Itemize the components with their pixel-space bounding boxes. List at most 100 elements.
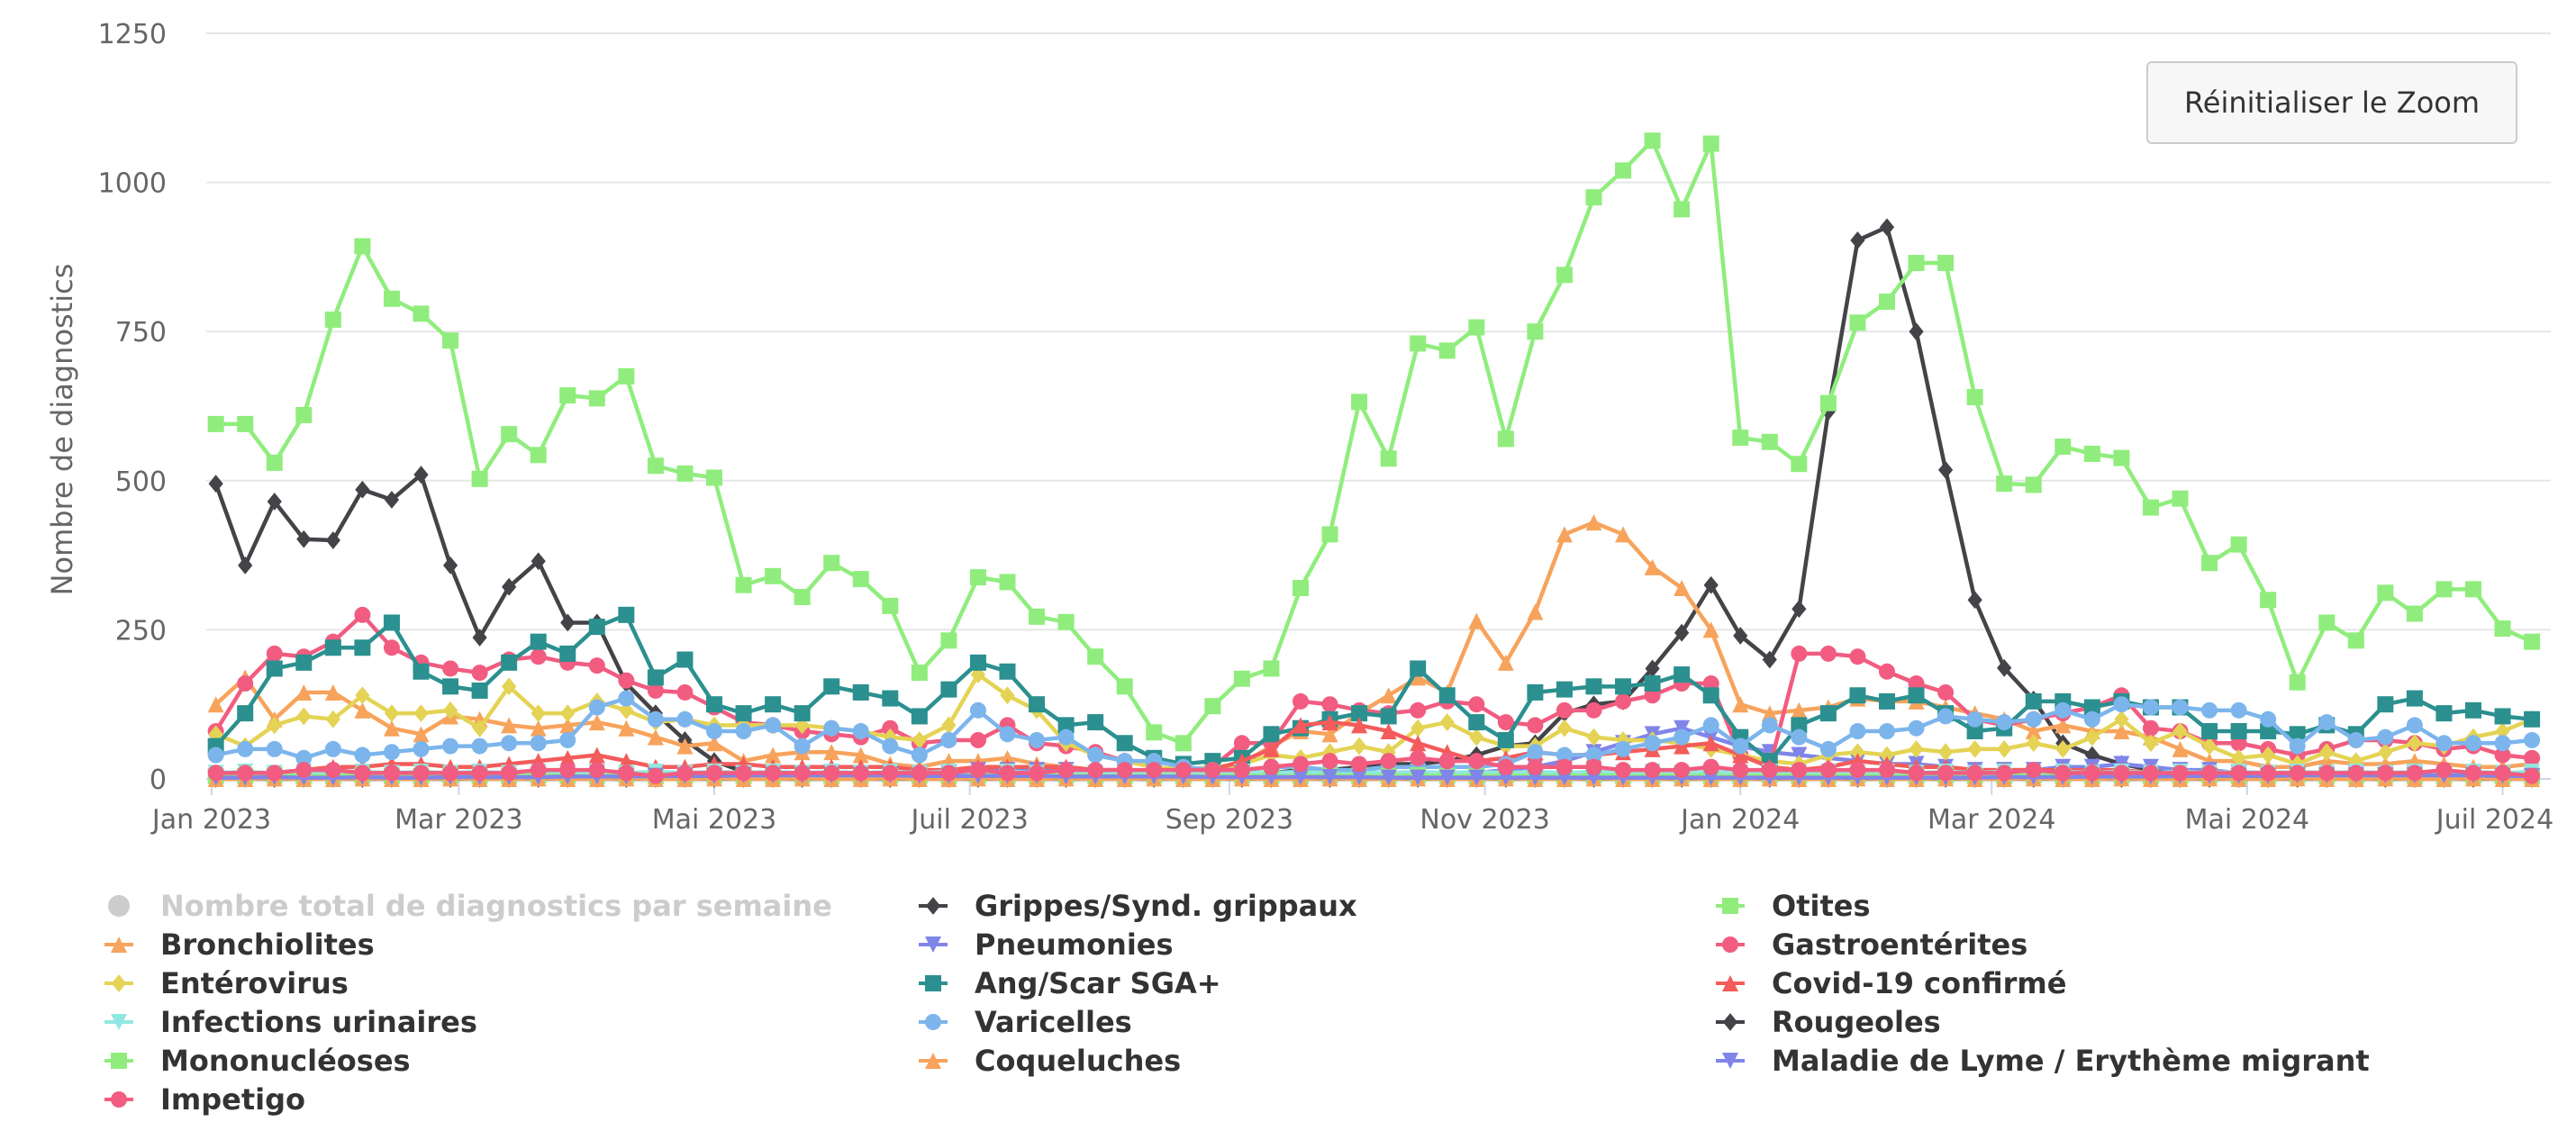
data-point[interactable] bbox=[442, 701, 458, 719]
data-point[interactable] bbox=[2494, 765, 2511, 782]
series-impetigo[interactable] bbox=[207, 749, 2541, 784]
data-point[interactable] bbox=[237, 675, 254, 692]
data-point[interactable] bbox=[296, 707, 312, 726]
data-point[interactable] bbox=[1879, 218, 1895, 237]
data-point[interactable] bbox=[1556, 701, 1573, 719]
data-point[interactable] bbox=[531, 704, 546, 723]
data-point[interactable] bbox=[1761, 433, 1778, 450]
data-point[interactable] bbox=[530, 447, 547, 464]
data-point[interactable] bbox=[383, 765, 400, 782]
data-point[interactable] bbox=[2142, 765, 2159, 782]
data-point[interactable] bbox=[1849, 314, 1866, 331]
data-point[interactable] bbox=[1233, 762, 1250, 779]
data-point[interactable] bbox=[2026, 734, 2041, 753]
data-point[interactable] bbox=[969, 701, 986, 719]
data-point[interactable] bbox=[1644, 558, 1661, 575]
data-point[interactable] bbox=[413, 305, 430, 322]
data-point[interactable] bbox=[2114, 710, 2129, 728]
data-point[interactable] bbox=[2260, 723, 2277, 740]
data-point[interactable] bbox=[2435, 705, 2453, 722]
data-point[interactable] bbox=[1761, 762, 1778, 779]
data-point[interactable] bbox=[647, 728, 664, 746]
data-point[interactable] bbox=[1527, 683, 1544, 701]
data-point[interactable] bbox=[1732, 430, 1749, 447]
data-point[interactable] bbox=[1732, 746, 1749, 764]
data-point[interactable] bbox=[530, 735, 547, 752]
data-point[interactable] bbox=[882, 719, 899, 737]
data-point[interactable] bbox=[1967, 591, 1982, 610]
data-point[interactable] bbox=[1761, 705, 1778, 722]
data-point[interactable] bbox=[1761, 717, 1778, 734]
data-point[interactable] bbox=[2524, 767, 2541, 784]
data-point[interactable] bbox=[2289, 726, 2306, 743]
data-point[interactable] bbox=[530, 633, 547, 650]
legend-label[interactable]: Ang/Scar SGA+ bbox=[975, 966, 1221, 1000]
data-point[interactable] bbox=[1497, 758, 1514, 775]
legend-item[interactable]: Varicelles bbox=[919, 1005, 1132, 1039]
data-point[interactable] bbox=[1585, 758, 1602, 775]
data-point[interactable] bbox=[1791, 746, 1808, 764]
legend-item[interactable]: Nombre total de diagnostics par semaine bbox=[108, 889, 832, 923]
data-point[interactable] bbox=[588, 657, 605, 674]
data-point[interactable] bbox=[2377, 696, 2394, 713]
data-point[interactable] bbox=[355, 686, 370, 705]
legend-label[interactable]: Gastroentérites bbox=[1772, 927, 2027, 962]
data-point[interactable] bbox=[1819, 705, 1837, 722]
data-point[interactable] bbox=[1527, 758, 1544, 775]
data-point[interactable] bbox=[1029, 765, 1046, 782]
data-point[interactable] bbox=[2084, 728, 2100, 746]
data-point[interactable] bbox=[618, 719, 635, 737]
data-point[interactable] bbox=[911, 708, 928, 725]
data-point[interactable] bbox=[2231, 748, 2246, 767]
data-point[interactable] bbox=[765, 746, 782, 764]
data-point[interactable] bbox=[2172, 699, 2189, 716]
data-point[interactable] bbox=[1732, 696, 1749, 713]
data-point[interactable] bbox=[2172, 740, 2189, 757]
data-point[interactable] bbox=[442, 678, 459, 695]
data-point[interactable] bbox=[2435, 581, 2453, 598]
data-point[interactable] bbox=[588, 714, 605, 731]
legend-label[interactable]: Entérovirus bbox=[160, 966, 349, 1000]
data-point[interactable] bbox=[1116, 762, 1133, 779]
data-point[interactable] bbox=[1849, 723, 1866, 740]
data-point[interactable] bbox=[1321, 769, 1338, 786]
data-point[interactable] bbox=[706, 469, 722, 486]
data-point[interactable] bbox=[1937, 765, 1955, 782]
legend-item[interactable]: Grippes/Synd. grippaux bbox=[919, 889, 1357, 923]
data-point[interactable] bbox=[1527, 603, 1544, 620]
data-point[interactable] bbox=[676, 765, 694, 782]
series-grippes-synd-grippaux[interactable] bbox=[208, 218, 2540, 785]
data-point[interactable] bbox=[765, 567, 782, 584]
data-point[interactable] bbox=[1352, 737, 1367, 755]
data-point[interactable] bbox=[2143, 734, 2159, 753]
data-point[interactable] bbox=[471, 470, 488, 487]
data-point[interactable] bbox=[882, 737, 899, 755]
data-point[interactable] bbox=[1966, 710, 1983, 728]
data-point[interactable] bbox=[1497, 714, 1514, 731]
data-point[interactable] bbox=[1702, 621, 1719, 638]
data-point[interactable] bbox=[1204, 698, 1221, 715]
data-point[interactable] bbox=[354, 606, 371, 623]
data-point[interactable] bbox=[295, 749, 313, 766]
data-point[interactable] bbox=[325, 531, 340, 549]
data-point[interactable] bbox=[472, 629, 487, 647]
data-point[interactable] bbox=[354, 746, 371, 764]
data-point[interactable] bbox=[1615, 526, 1632, 543]
data-point[interactable] bbox=[1293, 580, 1309, 597]
data-point[interactable] bbox=[2025, 762, 2042, 779]
data-point[interactable] bbox=[1029, 696, 1046, 713]
data-point[interactable] bbox=[207, 415, 224, 432]
data-point[interactable] bbox=[1057, 762, 1075, 779]
data-point[interactable] bbox=[1468, 612, 1485, 629]
legend-label[interactable]: Coqueluches bbox=[975, 1044, 1181, 1078]
data-point[interactable] bbox=[911, 765, 928, 782]
data-point[interactable] bbox=[1937, 255, 1955, 272]
data-point[interactable] bbox=[266, 454, 283, 471]
data-point[interactable] bbox=[2113, 449, 2130, 466]
data-point[interactable] bbox=[1644, 762, 1661, 779]
data-point[interactable] bbox=[1644, 735, 1661, 752]
data-point[interactable] bbox=[647, 669, 664, 686]
data-point[interactable] bbox=[1293, 717, 1309, 734]
data-point[interactable] bbox=[588, 619, 605, 636]
data-point[interactable] bbox=[2172, 722, 2188, 740]
